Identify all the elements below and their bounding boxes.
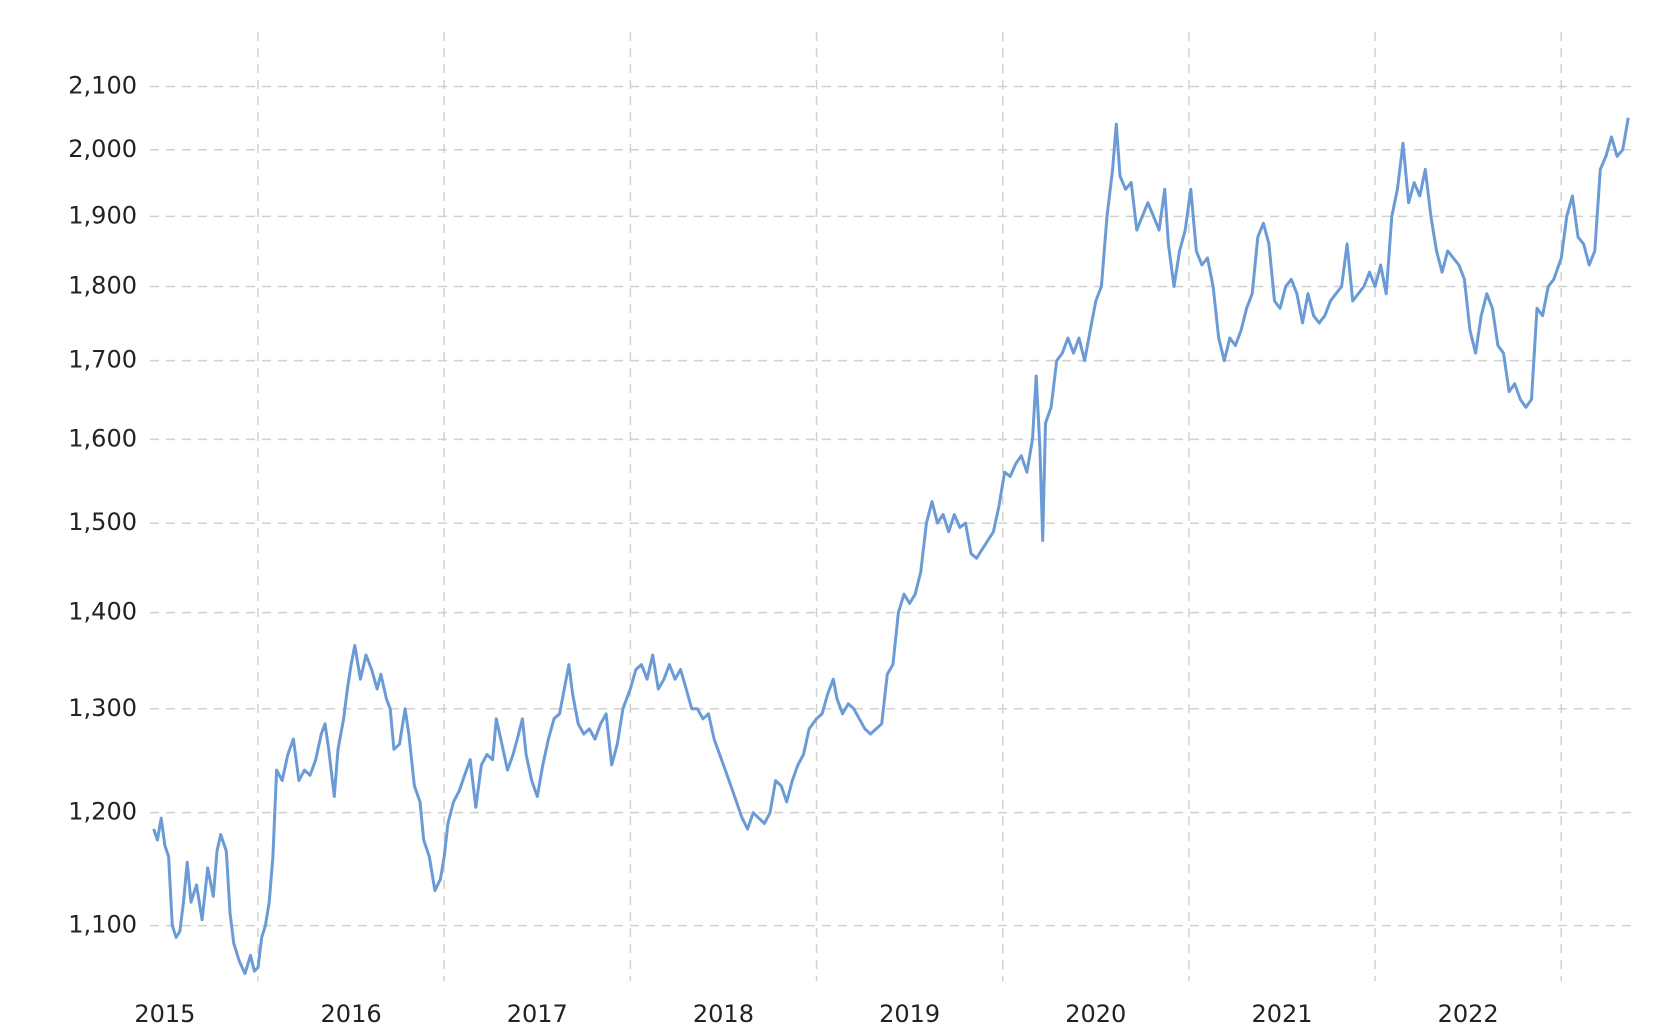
x-tick-label: 2017: [507, 1000, 568, 1028]
x-tick-label: 2022: [1438, 1000, 1499, 1028]
x-tick-label: 2021: [1251, 1000, 1312, 1028]
x-tick-label: 2019: [879, 1000, 940, 1028]
x-tick-label: 2015: [134, 1000, 195, 1028]
y-tick-label: 2,000: [68, 135, 137, 163]
y-tick-label: 2,100: [68, 71, 137, 99]
y-tick-label: 1,300: [68, 694, 137, 722]
y-tick-label: 1,100: [68, 911, 137, 939]
y-tick-label: 1,900: [68, 201, 137, 229]
price-line: [152, 117, 1630, 976]
x-tick-label: 2018: [693, 1000, 754, 1028]
y-tick-label: 1,700: [68, 346, 137, 374]
y-tick-label: 1,500: [68, 508, 137, 536]
y-tick-label: 1,200: [68, 798, 137, 826]
x-tick-label: 2016: [321, 1000, 382, 1028]
x-tick-label: 2020: [1065, 1000, 1126, 1028]
y-tick-label: 1,400: [68, 598, 137, 626]
y-tick-label: 1,800: [68, 271, 137, 299]
y-tick-label: 1,600: [68, 424, 137, 452]
